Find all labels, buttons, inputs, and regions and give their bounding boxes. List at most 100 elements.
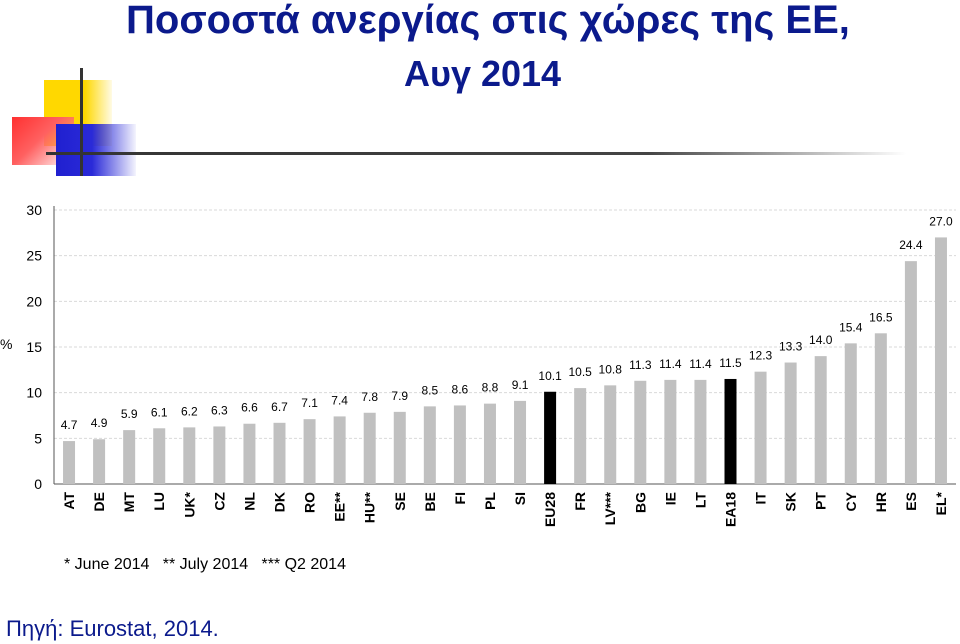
value-label: 16.5 [869,310,893,324]
category-label: LT [692,492,708,509]
y-tick-label: 5 [34,430,42,446]
bar-uk [183,427,196,484]
category-label: FR [572,492,588,511]
value-label: 8.8 [482,381,499,395]
category-label: SI [512,492,528,505]
bar-cz [213,426,226,484]
deco-vertical-line [80,68,83,176]
category-label: PT [813,492,829,510]
category-label: HU** [362,491,378,523]
value-label: 6.3 [211,403,228,417]
category-label: BE [422,492,438,511]
bar-fr [574,388,587,484]
bar-at [63,441,76,484]
value-label: 14.0 [809,333,833,347]
value-label: 13.3 [779,340,803,354]
bar-hu [363,412,376,484]
y-axis-label: % [0,336,12,352]
bar-ro [303,419,316,484]
category-label: BG [632,492,648,513]
value-label: 11.3 [629,358,652,372]
value-label: 24.4 [899,238,923,252]
category-label: FI [452,492,468,504]
category-label: SE [392,492,408,511]
value-label: 10.8 [599,362,623,376]
bar-pl [483,403,496,484]
bar-chart: 0 5 10 15 20 25 30 4.7 4.9 5.9 6.1 6.2 6.3 6.6 6.7 7.1… [0,202,956,527]
value-label: 11.4 [659,357,682,371]
deco-blue-square [56,124,136,176]
bar-se [393,411,406,484]
category-label: SK [783,492,799,511]
bar-el [934,237,947,484]
chart-grid [54,209,956,439]
value-label: 11.5 [719,356,742,370]
y-tick-label: 25 [26,248,42,264]
bar-eu28 [544,391,557,484]
value-label: 10.1 [538,369,562,383]
value-labels: 4.7 4.9 5.9 6.1 6.2 6.3 6.6 6.7 7.1 7.4 7.8 7.9 8.5 8… [61,214,953,432]
value-label: 9.1 [512,378,529,392]
bar-es [904,261,917,484]
category-label: AT [61,492,77,510]
bar-hr [874,333,887,484]
chart-bars [63,237,947,484]
value-label: 8.5 [421,383,438,397]
category-label: EE** [332,491,348,521]
value-label: 6.6 [241,401,258,415]
category-label: DK [272,492,288,512]
value-label: 7.8 [361,390,378,404]
bar-lt [694,379,707,484]
y-axis: 0 5 10 15 20 25 30 [26,202,956,492]
category-label: NL [241,492,257,511]
category-label: EU28 [542,492,558,527]
bar-it [754,371,767,484]
bar-ie [664,379,677,484]
bar-nl [243,423,256,484]
deco-horizontal-line [46,152,906,155]
bar-cy [844,343,857,484]
y-tick-label: 0 [34,476,42,492]
value-label: 15.4 [839,320,863,334]
bar-dk [273,422,286,484]
bar-de [93,439,106,484]
bar-lu [153,428,166,484]
category-label: ES [903,492,919,511]
value-label: 4.7 [61,418,78,432]
category-label: UK* [181,491,197,517]
bar-sk [784,362,797,484]
category-label: PL [482,492,498,510]
category-label: IE [662,492,678,505]
value-label: 7.4 [331,393,348,407]
value-label: 4.9 [91,416,108,430]
value-label: 5.9 [121,407,138,421]
category-label: CY [843,491,859,511]
y-tick-label: 20 [26,293,42,309]
category-label: LV*** [602,491,618,525]
category-label: DE [91,492,107,511]
category-label: MT [121,492,137,513]
bar-ea18 [724,378,737,484]
y-tick-label: 30 [26,202,42,218]
bar-pt [814,356,827,484]
value-label: 6.2 [181,404,198,418]
value-label: 7.9 [391,389,408,403]
value-label: 6.1 [151,405,168,419]
category-label: LU [151,492,167,511]
value-label: 10.5 [568,365,592,379]
bar-fi [453,405,466,484]
value-label: 27.0 [929,214,953,228]
y-tick-label: 15 [26,339,42,355]
y-tick-label: 10 [26,385,42,401]
bar-ee [333,416,346,484]
value-label: 6.7 [271,400,288,414]
category-label: IT [753,492,769,505]
bar-si [514,400,527,484]
page-subtitle: Αυγ 2014 [404,53,562,94]
chart-footnotes: * June 2014 ** July 2014 *** Q2 2014 [64,556,346,573]
value-label: 12.3 [749,349,773,363]
category-labels: AT DE MT LU UK* CZ NL DK RO EE** HU** SE BE FI PL SI EU2… [61,491,949,527]
category-label: EA18 [723,492,739,527]
bar-bg [634,380,647,484]
bar-mt [123,430,136,484]
